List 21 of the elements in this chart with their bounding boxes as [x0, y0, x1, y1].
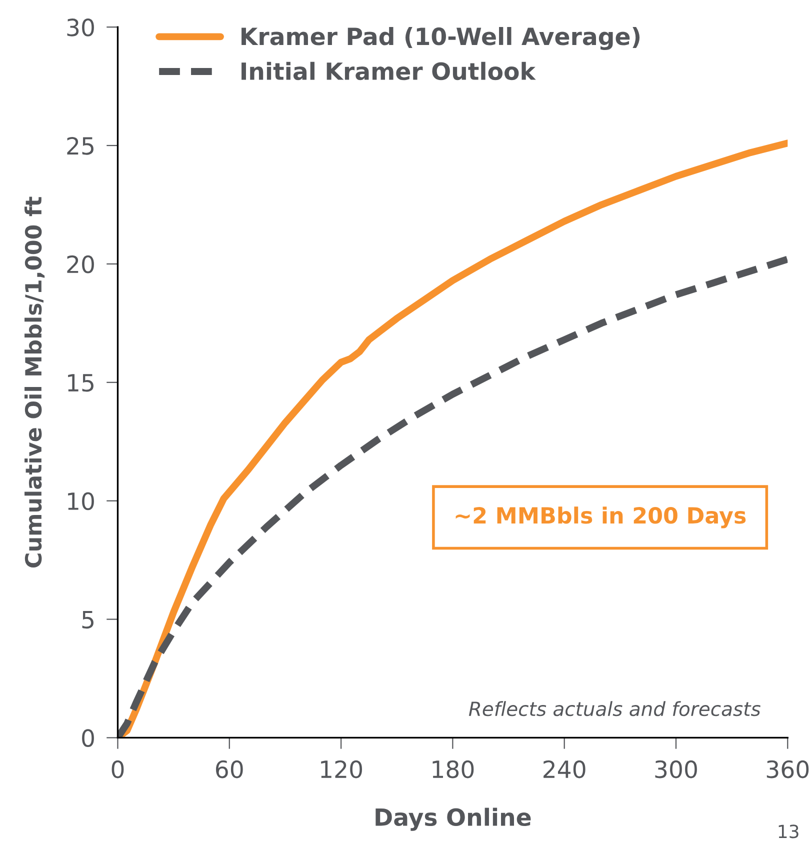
x-tick-label: 360 — [766, 760, 809, 778]
y-tick-label: 10 — [68, 492, 94, 510]
x-tick-label: 180 — [432, 760, 474, 778]
annotation: ~2 MMBbls in 200 Days — [456, 506, 746, 528]
y-tick-label: 0 — [82, 729, 94, 748]
x-axis-title: Days Online — [376, 808, 531, 831]
legend-label: Kramer Pad (10-Well Average) — [242, 27, 640, 50]
x-tick-label: 120 — [321, 760, 362, 778]
y-tick-label: 25 — [67, 136, 94, 155]
y-axis-title: Cumulative Oil Mbbls/1,000 ft — [24, 196, 45, 568]
y-tick-label: 5 — [82, 611, 94, 629]
x-tick-label: 240 — [544, 760, 586, 778]
y-tick-label: 15 — [68, 374, 94, 392]
x-tick-label: 300 — [655, 760, 697, 778]
x-tick-label: 60 — [216, 760, 243, 778]
x-tick-label: 0 — [112, 760, 124, 778]
text: 13 — [778, 824, 798, 838]
y-tick-label: 30 — [67, 18, 94, 36]
annotation: Reflects actuals and forecasts — [468, 701, 760, 716]
legend-label: Initial Kramer Outlook — [242, 62, 536, 80]
y-tick-label: 20 — [67, 255, 94, 274]
